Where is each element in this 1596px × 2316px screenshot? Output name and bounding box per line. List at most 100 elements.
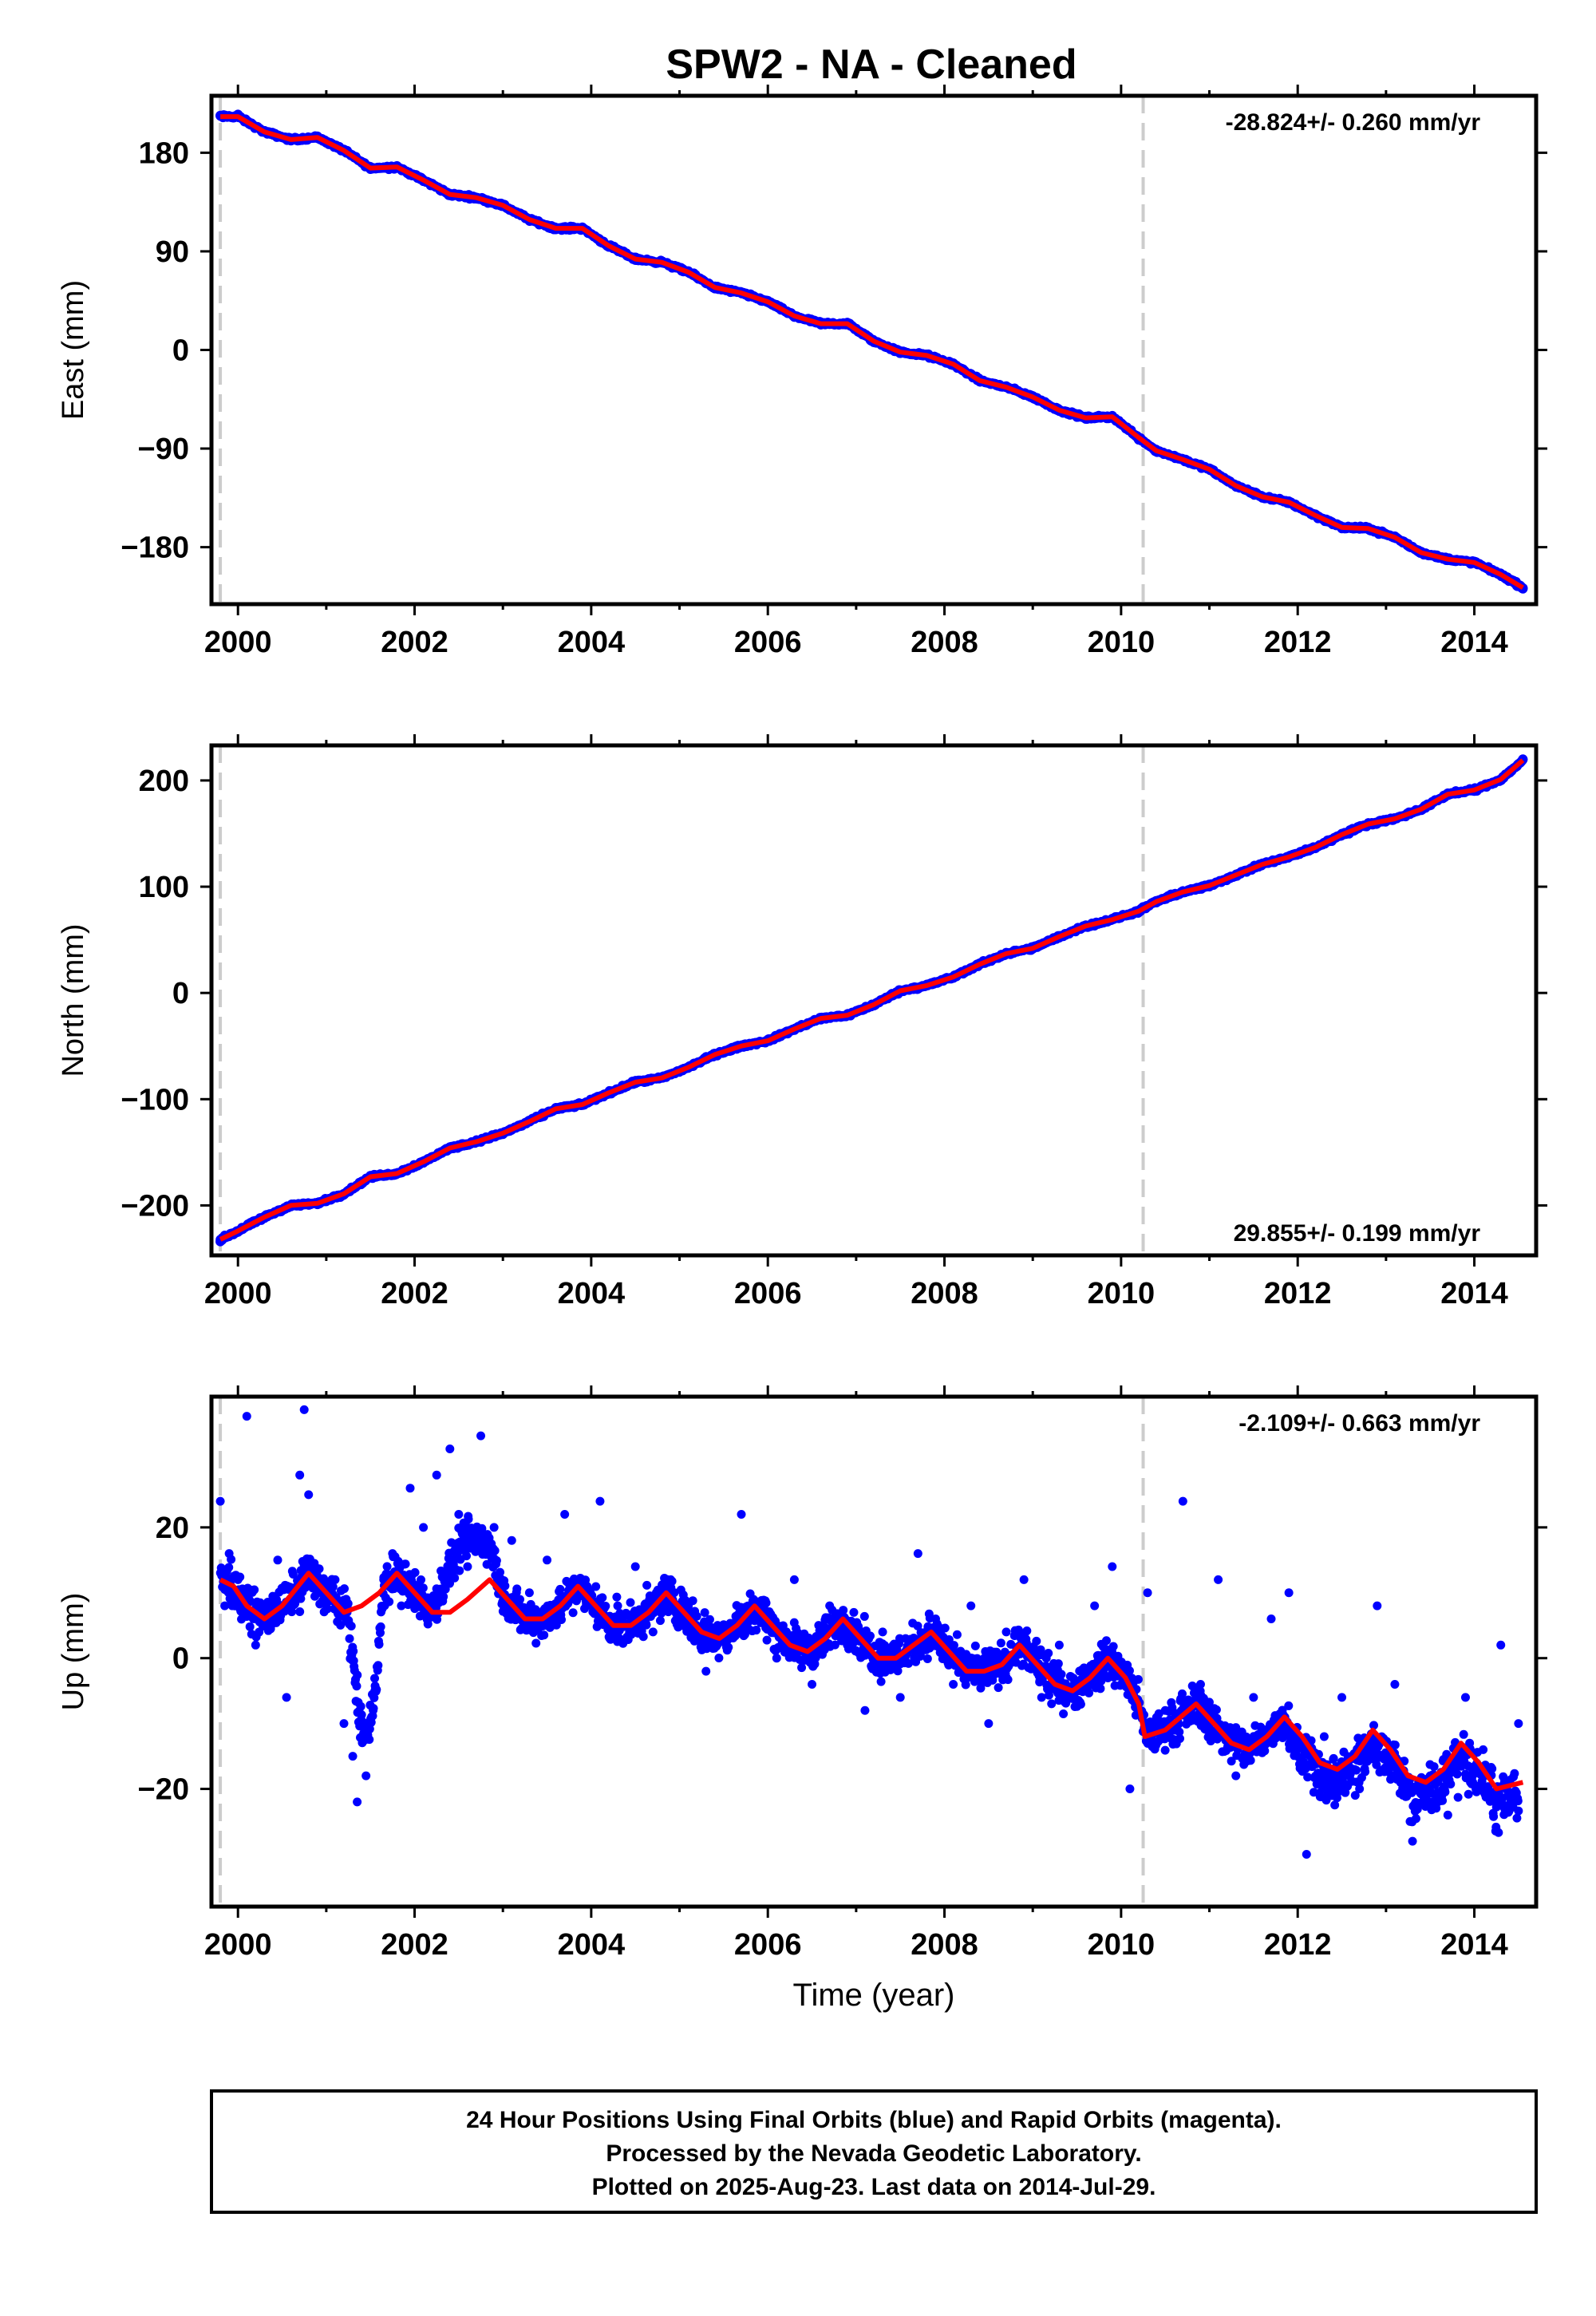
data-point xyxy=(365,1725,374,1734)
data-point xyxy=(1059,1709,1069,1718)
data-point xyxy=(352,1682,361,1691)
y-axis-label: North (mm) xyxy=(57,923,90,1077)
data-point xyxy=(626,1598,635,1607)
data-point xyxy=(859,1611,869,1621)
data-point xyxy=(516,1595,525,1604)
data-point xyxy=(374,1639,384,1649)
data-point xyxy=(539,1630,549,1640)
plot-area xyxy=(215,1397,1524,1907)
data-point xyxy=(1032,1636,1041,1646)
x-tick-label: 2006 xyxy=(734,626,802,659)
data-point xyxy=(913,1621,922,1630)
data-point xyxy=(705,1614,714,1624)
y-tick-label: 0 xyxy=(172,977,189,1010)
x-tick-label: 2002 xyxy=(381,1277,448,1310)
x-tick-label: 2014 xyxy=(1440,1277,1508,1310)
model-fit-line xyxy=(219,758,1525,1242)
data-point xyxy=(1021,1638,1031,1648)
data-point xyxy=(638,1632,648,1642)
data-point xyxy=(370,1674,380,1683)
data-point xyxy=(418,1583,428,1593)
data-point xyxy=(961,1680,970,1690)
x-tick-label: 2008 xyxy=(911,626,978,659)
data-point xyxy=(373,1661,383,1670)
data-point xyxy=(692,1611,701,1621)
plot-area xyxy=(215,745,1528,1255)
y-tick-label: −90 xyxy=(138,433,189,466)
data-point xyxy=(343,1599,353,1608)
data-point xyxy=(439,1592,448,1602)
x-tick-label: 2010 xyxy=(1088,626,1156,659)
data-point xyxy=(512,1584,522,1594)
data-point xyxy=(356,1701,365,1711)
data-point xyxy=(1044,1690,1053,1700)
data-point xyxy=(345,1634,354,1643)
data-point xyxy=(752,1626,761,1635)
x-tick-label: 2010 xyxy=(1088,1277,1156,1310)
x-tick-label: 2004 xyxy=(558,626,626,659)
data-point xyxy=(349,1646,358,1656)
y-axis-label: East (mm) xyxy=(57,280,90,420)
data-point xyxy=(295,1607,305,1616)
y-tick-label: 90 xyxy=(156,235,189,269)
data-point xyxy=(250,1585,259,1595)
x-tick-label: 2014 xyxy=(1440,626,1508,659)
data-point xyxy=(591,1582,601,1591)
rate-label: 29.855+/- 0.199 mm/yr xyxy=(1234,1220,1481,1247)
x-tick-label: 2012 xyxy=(1264,626,1332,659)
data-point xyxy=(1003,1675,1013,1685)
y-tick-label: 180 xyxy=(139,136,189,170)
data-point xyxy=(224,1563,234,1572)
data-point xyxy=(830,1640,839,1650)
data-point xyxy=(389,1584,399,1594)
data-point xyxy=(970,1677,979,1686)
data-point xyxy=(1057,1670,1066,1679)
data-point xyxy=(353,1670,362,1680)
data-point xyxy=(915,1650,925,1660)
data-point xyxy=(970,1641,980,1650)
data-point xyxy=(952,1630,962,1639)
x-tick-label: 2000 xyxy=(204,1277,272,1310)
data-point xyxy=(601,1601,610,1611)
data-point xyxy=(288,1570,298,1579)
x-tick-label: 2004 xyxy=(558,1277,626,1310)
data-point xyxy=(401,1559,410,1569)
data-point xyxy=(369,1704,378,1713)
data-point xyxy=(598,1593,607,1603)
data-point xyxy=(568,1608,578,1618)
data-point xyxy=(328,1582,338,1591)
data-point xyxy=(724,1642,733,1652)
data-point xyxy=(500,1581,510,1591)
rate-label: -28.824+/- 0.260 mm/yr xyxy=(1226,109,1481,136)
data-point xyxy=(365,1735,374,1745)
x-tick-label: 2000 xyxy=(204,626,272,659)
data-point xyxy=(314,1564,324,1574)
data-point xyxy=(417,1575,426,1585)
y-tick-label: −100 xyxy=(120,1083,189,1117)
data-point xyxy=(612,1592,622,1602)
x-tick-label: 2006 xyxy=(734,1277,802,1310)
data-point xyxy=(376,1622,385,1631)
y-tick-label: 200 xyxy=(139,765,189,798)
data-point xyxy=(714,1654,724,1663)
data-point xyxy=(296,1594,306,1603)
data-point xyxy=(477,1524,487,1533)
y-tick-label: −180 xyxy=(120,532,189,565)
data-point xyxy=(940,1623,950,1633)
plot-frame xyxy=(209,743,1539,1258)
data-point xyxy=(557,1615,567,1625)
data-point xyxy=(357,1710,366,1720)
data-point xyxy=(903,1658,913,1668)
data-point xyxy=(1084,1688,1094,1697)
data-point xyxy=(385,1597,394,1607)
data-point xyxy=(849,1607,859,1617)
data-point xyxy=(893,1666,903,1676)
data-point xyxy=(761,1599,771,1608)
data-point xyxy=(423,1619,433,1629)
data-point xyxy=(287,1607,297,1617)
east-panel: 2000 2002 2004 2006 2008 2010 2012 2014180900−9… xyxy=(57,85,1547,659)
data-point xyxy=(346,1621,356,1630)
data-point xyxy=(450,1573,460,1583)
data-point xyxy=(642,1620,651,1630)
